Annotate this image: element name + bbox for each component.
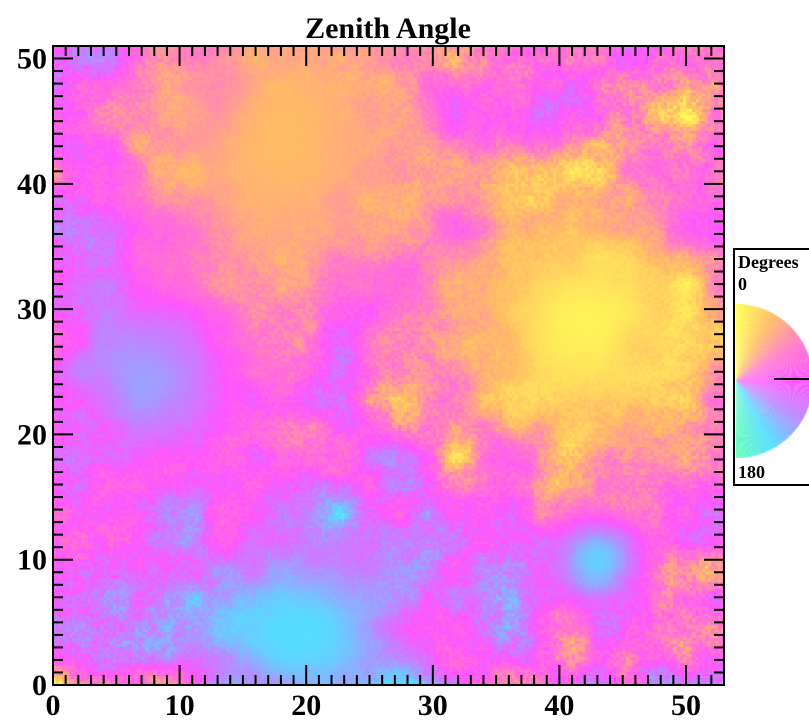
x-tick-labels: 0 10 20 30 40 50 xyxy=(46,689,702,722)
chart-title: Zenith Angle xyxy=(305,12,471,45)
x-tick-label: 20 xyxy=(291,689,321,722)
axis-ticks xyxy=(52,45,725,686)
colorbar-disc xyxy=(734,304,809,458)
colorbar-min-label: 0 xyxy=(738,274,747,294)
y-tick-label: 0 xyxy=(32,669,47,702)
heatmap-image xyxy=(53,46,724,685)
x-tick-label: 50 xyxy=(671,689,701,722)
y-tick-label: 20 xyxy=(17,418,47,451)
x-tick-label: 30 xyxy=(418,689,448,722)
colorbar-max-label: 180 xyxy=(738,462,765,482)
y-tick-label: 10 xyxy=(17,544,47,577)
colorbar-title: Degrees xyxy=(738,252,799,272)
x-tick-label: 40 xyxy=(544,689,574,722)
plot-frame xyxy=(52,45,725,686)
x-tick-label: 0 xyxy=(46,689,61,722)
y-tick-label: 30 xyxy=(17,293,47,326)
x-tick-label: 10 xyxy=(165,689,195,722)
y-tick-label: 50 xyxy=(17,43,47,76)
colorbar-legend: Degrees 0 180 xyxy=(733,248,809,486)
y-tick-labels: 0 10 20 30 40 50 xyxy=(17,43,47,702)
y-tick-label: 40 xyxy=(17,168,47,201)
